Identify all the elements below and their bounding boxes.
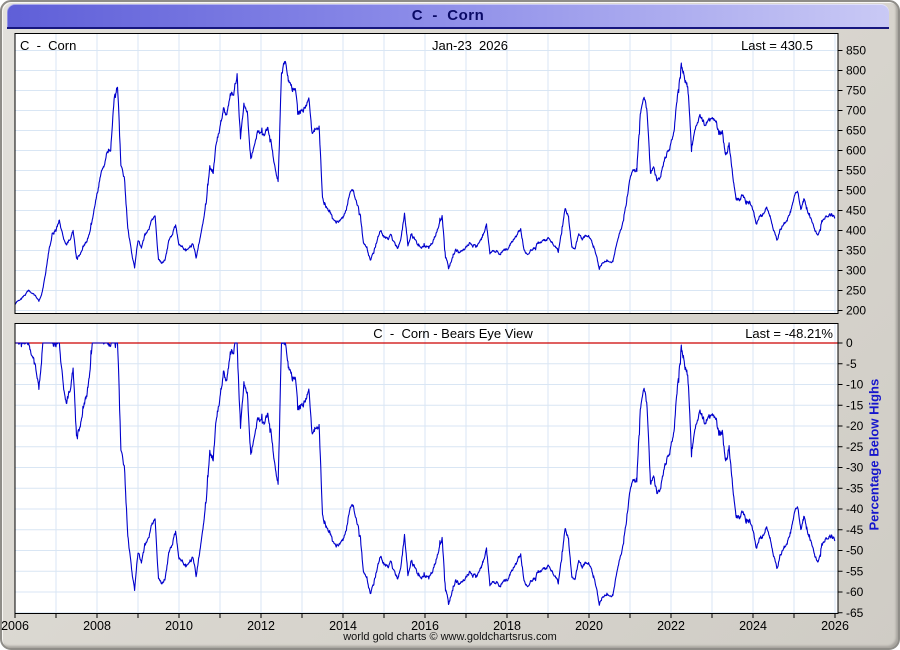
x-tick-label: 2022 xyxy=(657,619,685,633)
bears-panel-y-axis-label: Percentage Below Highs xyxy=(866,378,882,531)
y-tick-label: -25 xyxy=(846,440,864,454)
y-tick-label: 700 xyxy=(846,104,866,118)
window-titlebar: C - Corn xyxy=(7,4,889,29)
y-tick-label: 0 xyxy=(846,336,853,350)
x-tick-label: 2016 xyxy=(411,619,439,633)
x-tick-label: 2008 xyxy=(83,619,111,633)
y-tick-label: -30 xyxy=(846,461,864,475)
x-tick-label: 2010 xyxy=(165,619,193,633)
y-tick-label: -45 xyxy=(846,523,864,537)
y-tick-label: -5 xyxy=(846,357,857,371)
y-tick-label: 450 xyxy=(846,204,866,218)
y-tick-label: 750 xyxy=(846,84,866,98)
y-tick-label: 300 xyxy=(846,264,866,278)
y-tick-label: -50 xyxy=(846,544,864,558)
y-tick-label: -20 xyxy=(846,419,864,433)
y-tick-label: 500 xyxy=(846,184,866,198)
y-tick-label: -15 xyxy=(846,398,864,412)
price-panel-border xyxy=(14,33,839,314)
x-tick-label: 2026 xyxy=(821,619,849,633)
x-tick-label: 2014 xyxy=(329,619,357,633)
y-tick-label: 800 xyxy=(846,64,866,78)
bears-panel-border xyxy=(14,323,839,614)
y-tick-label: 550 xyxy=(846,164,866,178)
footer-credit: world gold charts © www.goldchartsrus.co… xyxy=(343,631,557,643)
x-tick-label: 2018 xyxy=(493,619,521,633)
y-tick-label: 200 xyxy=(846,304,866,318)
y-tick-label: 650 xyxy=(846,124,866,138)
price-panel-date-label: Jan-23 2026 xyxy=(432,38,508,53)
price-panel-symbol-label: C - Corn xyxy=(20,38,77,53)
y-tick-label: -55 xyxy=(846,564,864,578)
y-tick-label: -65 xyxy=(846,606,864,620)
x-tick-label: 2012 xyxy=(247,619,275,633)
y-tick-label: 400 xyxy=(846,224,866,238)
y-tick-label: 250 xyxy=(846,284,866,298)
x-tick-label: 2024 xyxy=(739,619,767,633)
bears-eye-line xyxy=(14,342,836,606)
y-tick-label: -40 xyxy=(846,502,864,516)
price-plot-area xyxy=(15,33,838,314)
price-panel-last-value: Last = 430.5 xyxy=(741,38,813,53)
y-tick-label: 850 xyxy=(846,44,866,58)
y-tick-label: 600 xyxy=(846,144,866,158)
bears-panel-title: C - Corn - Bears Eye View xyxy=(373,326,533,341)
y-tick-label: -10 xyxy=(846,378,864,392)
y-tick-label: -60 xyxy=(846,585,864,599)
price-line xyxy=(14,60,836,306)
bears-panel-last-value: Last = -48.21% xyxy=(745,326,833,341)
bears-plot-area xyxy=(15,323,838,614)
x-tick-label: 2020 xyxy=(575,619,603,633)
y-tick-label: 350 xyxy=(846,244,866,258)
x-tick-label: 2006 xyxy=(1,619,29,633)
window-title: C - Corn xyxy=(411,7,485,24)
y-tick-label: -35 xyxy=(846,481,864,495)
